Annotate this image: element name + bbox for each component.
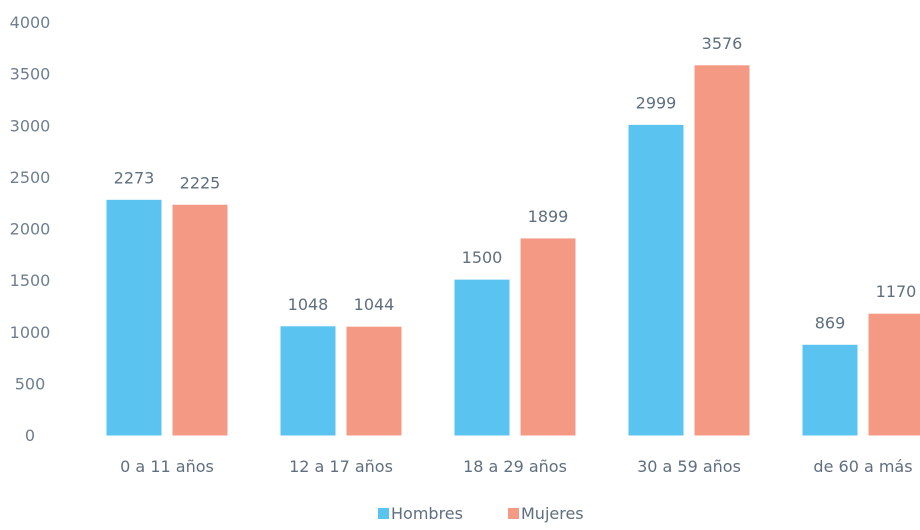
y-tick-label: 3000 xyxy=(10,116,51,135)
bars xyxy=(106,65,920,436)
bar-mujeres-4 xyxy=(868,313,920,436)
bar-hombres-4 xyxy=(802,344,858,436)
x-axis: 0 a 11 años 12 a 17 años 18 a 29 años 30 a … xyxy=(120,457,912,476)
y-tick-label: 1000 xyxy=(10,323,51,342)
y-tick-label: 3500 xyxy=(10,65,51,84)
data-label-mujeres-1: 1044 xyxy=(354,295,395,314)
x-tick-label: 12 a 17 años xyxy=(289,457,393,476)
legend-label-hombres: Hombres xyxy=(391,504,463,523)
data-label-hombres-1: 1048 xyxy=(288,295,329,314)
legend: Hombres Mujeres xyxy=(378,504,584,523)
bar-hombres-2 xyxy=(454,279,510,436)
x-tick-label: 30 a 59 años xyxy=(637,457,741,476)
legend-swatch-mujeres xyxy=(508,508,519,519)
x-tick-label: 0 a 11 años xyxy=(120,457,214,476)
bar-mujeres-0 xyxy=(172,204,228,436)
y-tick-label: 4000 xyxy=(10,13,51,32)
bar-mujeres-2 xyxy=(520,238,576,436)
x-tick-label: de 60 a más xyxy=(813,457,912,476)
data-label-hombres-3: 2999 xyxy=(636,93,677,112)
bar-hombres-0 xyxy=(106,199,162,436)
data-label-mujeres-3: 3576 xyxy=(702,34,743,53)
data-label-hombres-0: 2273 xyxy=(114,168,155,187)
y-tick-label: 500 xyxy=(15,374,46,393)
y-tick-label: 1500 xyxy=(10,271,51,290)
legend-swatch-hombres xyxy=(378,508,389,519)
bar-mujeres-1 xyxy=(346,326,402,436)
data-label-hombres-2: 1500 xyxy=(462,248,503,267)
data-label-mujeres-4: 1170 xyxy=(876,282,917,301)
data-label-mujeres-2: 1899 xyxy=(528,207,569,226)
y-tick-label: 0 xyxy=(25,426,35,445)
bar-mujeres-3 xyxy=(694,65,750,436)
data-labels: 2273 2225 1048 1044 1500 1899 2999 3576 869 1170 xyxy=(114,34,917,332)
y-tick-label: 2500 xyxy=(10,168,51,187)
y-tick-label: 2000 xyxy=(10,220,51,239)
bar-hombres-3 xyxy=(628,124,684,436)
bar-hombres-1 xyxy=(280,326,336,436)
y-axis: 0 500 1000 1500 2000 2500 3000 3500 4000 xyxy=(10,13,51,445)
legend-label-mujeres: Mujeres xyxy=(521,504,584,523)
data-label-hombres-4: 869 xyxy=(815,313,846,332)
data-label-mujeres-0: 2225 xyxy=(180,173,221,192)
x-tick-label: 18 a 29 años xyxy=(463,457,567,476)
